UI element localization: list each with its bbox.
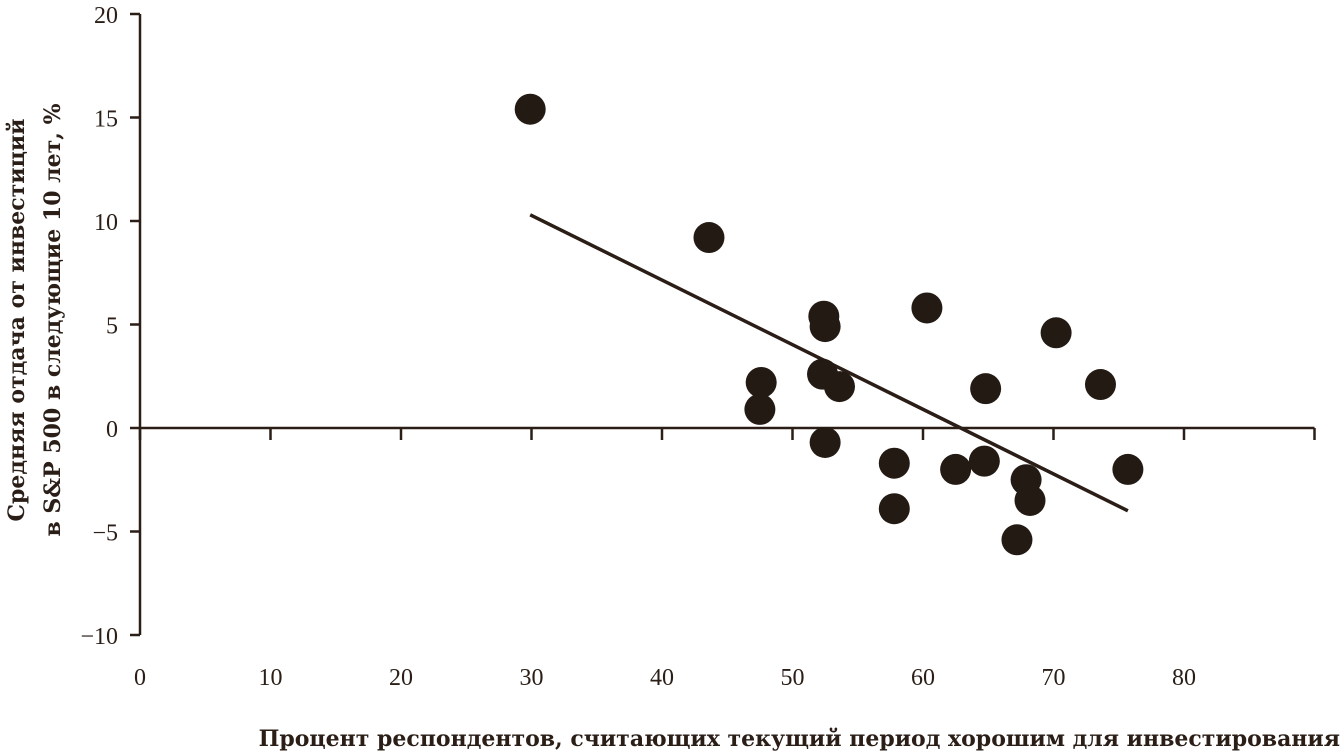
x-tick-label: 40 — [650, 665, 674, 691]
data-point — [809, 426, 841, 458]
y-axis-title-line-1: Средняя отдача от инвестиций — [4, 119, 30, 522]
y-tick-label: 10 — [94, 210, 118, 236]
x-tick-label: 0 — [134, 665, 146, 691]
data-point — [744, 393, 776, 425]
data-point — [809, 311, 841, 343]
x-tick-label: 80 — [1172, 665, 1196, 691]
data-point — [911, 292, 943, 324]
data-point — [878, 493, 910, 525]
x-axis-title: Процент респондентов, считающих текущий … — [259, 726, 1340, 752]
data-point — [1112, 453, 1144, 485]
data-point — [878, 447, 910, 479]
y-tick-label: 0 — [106, 417, 118, 443]
data-point — [970, 373, 1002, 405]
y-tick-label: 15 — [94, 107, 118, 133]
data-point — [1084, 369, 1116, 401]
data-point — [514, 93, 546, 125]
x-tick-label: 10 — [259, 665, 283, 691]
x-tick-label: 70 — [1042, 665, 1066, 691]
data-point — [940, 453, 972, 485]
data-points — [514, 93, 1144, 556]
data-point — [693, 222, 725, 254]
x-tick-label: 60 — [911, 665, 935, 691]
data-point — [745, 366, 777, 398]
data-point — [968, 445, 1000, 477]
data-point — [1001, 524, 1033, 556]
y-tick-label: 20 — [94, 3, 118, 29]
y-tick-label: −10 — [80, 624, 118, 650]
x-tick-label: 30 — [520, 665, 544, 691]
x-tick-label: 50 — [781, 665, 805, 691]
data-point — [1040, 317, 1072, 349]
data-point — [1014, 484, 1046, 516]
y-axis-title-line-2: в S&P 500 в следующие 10 лет, % — [40, 103, 66, 536]
y-tick-label: 5 — [106, 314, 118, 340]
data-point — [823, 371, 855, 403]
y-axis-title: Средняя отдача от инвестиций в S&P 500 в… — [4, 103, 66, 536]
x-tick-label: 20 — [389, 665, 413, 691]
y-tick-label: −5 — [92, 521, 118, 547]
